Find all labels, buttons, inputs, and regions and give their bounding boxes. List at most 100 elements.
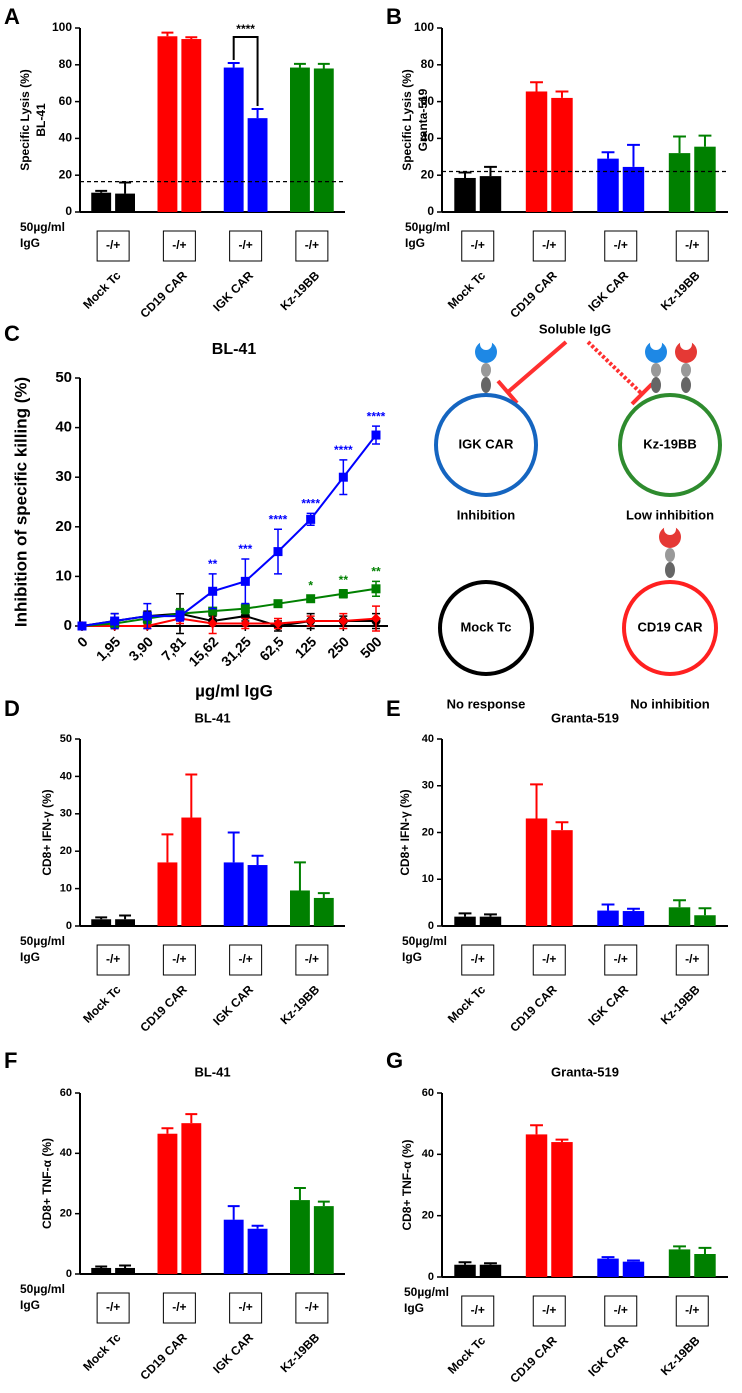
error-bar [555,90,569,98]
error-bar [317,892,330,898]
diagram: Soluble IgG IGK CAR Kz-19BB Mock Tc CD19… [434,321,722,711]
y-axis-label: Granta-519 [416,88,430,151]
error-bar [161,1127,174,1134]
y-tick-label: 100 [52,20,72,34]
y-tick-label: 0 [428,920,434,932]
marker [273,599,283,609]
marker [306,514,316,524]
treatment-box [461,1295,495,1327]
error-bar [227,61,240,68]
bar [290,67,310,212]
x-tick-label: 250 [324,633,352,661]
error-bar [119,914,132,920]
bar [525,1134,548,1277]
error-bar [698,907,712,916]
error-bar [530,783,543,819]
x-tick-label: Kz-19BB [277,982,322,1027]
treatment-label: -/+ [238,952,252,966]
marker [371,613,381,624]
error-bar [698,134,712,147]
treatment-label: -/+ [685,238,699,252]
treatment-box [229,1292,263,1324]
significance-label: **** [301,497,320,511]
cell [622,580,718,676]
x-tick-label: IGK CAR [210,982,256,1028]
marker [338,589,348,599]
treatment-label: -/+ [471,952,485,966]
inhibition-bar [630,382,654,406]
y-axis-label: CD8+ TNF-α (%) [40,1138,54,1229]
y-tick-label: 80 [421,57,435,71]
x-axis-label: µg/ml IgG [195,681,273,700]
y-tick-label: 0 [65,204,72,218]
y-tick-label: 60 [421,94,435,108]
chart-title: Granta-519 [551,1064,619,1079]
y-tick-label: 30 [422,780,434,792]
chart-title: Granta-519 [551,710,619,725]
bar [313,68,334,212]
y-tick-label: 60 [60,1087,72,1099]
panel-letter: F [4,1048,17,1073]
bar [454,916,476,926]
treatment-row-label: 50µg/ml [404,1285,449,1299]
y-axis-label: CD8+ TNF-α (%) [400,1139,414,1230]
marker [338,616,349,627]
y-axis-label: CD8+ IFN-γ (%) [398,789,412,875]
bar [479,1264,502,1277]
treatment-row-label: IgG [404,1301,424,1315]
x-tick-label: CD19 CAR [507,982,560,1035]
treatment-label: -/+ [614,952,628,966]
x-tick-label: 7,81 [158,633,189,664]
marker [306,594,316,604]
error-bar [530,81,543,92]
x-tick-label: 3,90 [125,633,156,664]
y-tick-label: 40 [422,1148,434,1160]
x-tick-label: 62,5 [256,633,287,664]
bar [525,91,548,212]
bar [694,1254,716,1277]
node-caption: No inhibition [630,696,709,711]
treatment-box [229,944,263,976]
x-tick-label: CD19 CAR [137,982,190,1035]
treatment-box [96,1292,130,1324]
x-tick-label: Mock Tc [80,1330,123,1373]
treatment-row-label: 50µg/ml [20,934,65,948]
y-tick-label: 60 [59,94,73,108]
bar [157,1133,178,1274]
y-tick-label: 50 [60,733,72,745]
x-tick-label: Kz-19BB [658,1333,703,1378]
error-bar [227,1205,240,1220]
treatment-row-label: 50µg/ml [402,934,447,948]
error-bar [95,1265,108,1268]
treatment-label: -/+ [305,238,319,252]
treatment-label: -/+ [172,952,186,966]
treatment-label: -/+ [305,1300,319,1314]
marker [207,618,218,629]
bar [223,1219,244,1274]
y-axis-label: Specific Lysis (%) [400,69,414,171]
x-tick-label: 1,95 [93,633,124,664]
treatment-box [675,230,709,262]
treatment-box [461,230,495,262]
x-tick-label: IGK CAR [585,268,631,314]
node-caption: Low inhibition [626,507,714,522]
y-tick-label: 50 [55,369,72,386]
y-tick-label: 10 [60,883,72,895]
bar [551,97,573,212]
significance-label: **** [236,22,255,36]
treatment-box [675,944,709,976]
treatment-row-label: 50µg/ml [20,1282,65,1296]
bar [525,818,548,926]
y-tick-label: 0 [427,204,434,218]
bar [247,865,268,926]
y-tick-label: 20 [60,845,72,857]
node-label: Kz-19BB [643,436,696,451]
treatment-label: -/+ [172,1300,186,1314]
bar [551,1142,573,1277]
error-bar [673,135,686,154]
x-tick-label: CD19 CAR [507,268,560,321]
x-tick-label: Kz-19BB [658,268,703,313]
bar [223,67,244,212]
receptor [475,338,497,393]
error-bar [698,1246,712,1254]
